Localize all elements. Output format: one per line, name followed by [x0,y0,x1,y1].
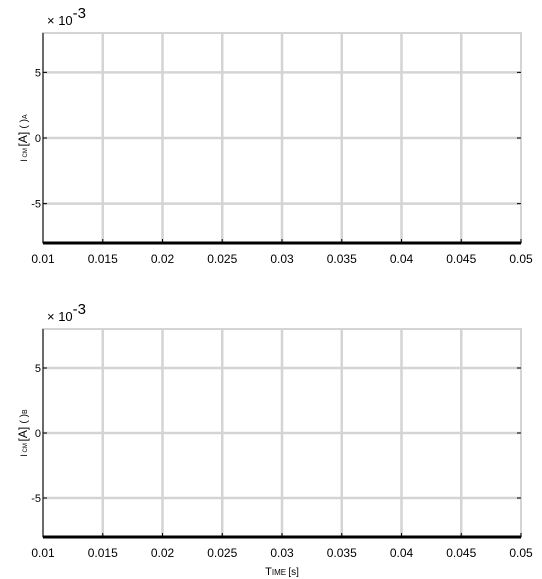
panel-b-y-tick-label: 0 [35,428,41,440]
panel-a-x-tick-label: 0.025 [207,252,237,266]
panel-b-x-tick-label: 0.04 [390,546,414,560]
panel-a-x-tick-label: 0.01 [31,252,55,266]
panel-b-exponent-label: × 10-3 [47,301,86,324]
panel-b-x-tick-label: 0.02 [151,546,175,560]
panel-a-x-tick-label: 0.03 [270,252,294,266]
panel-b-x-tick-label: 0.03 [270,546,294,560]
panel-a-y-tick-label: -5 [31,199,41,211]
panel-b-y-tick-label: -5 [31,493,41,505]
panel-b-x-tick-label: 0.01 [31,546,55,560]
panel-b-y-axis-label: I CM [A] ( )B [16,409,30,457]
panel-b-x-tick-label: 0.045 [446,546,476,560]
panel-a-x-tick-label: 0.02 [151,252,175,266]
panel-b-x-tick-label: 0.035 [327,546,357,560]
panel-b-x-tick-label: 0.015 [88,546,118,560]
panel-b-x-tick-label: 0.05 [509,546,533,560]
panel-a-x-tick-label: 0.04 [390,252,414,266]
panel-a-y-tick-label: 0 [35,133,41,145]
panel-a-x-tick-label: 0.045 [446,252,476,266]
panel-a-x-tick-label: 0.015 [88,252,118,266]
panel-a-x-tick-label: 0.05 [509,252,533,266]
panel-a-exponent-label: × 10-3 [47,5,86,28]
panel-b-x-axis-label: TIME [s] [265,566,299,578]
panel-a-y-tick-label: 5 [35,67,41,79]
panel-a-y-axis-label: I CM [A] ( )A [16,114,30,162]
panel-a-x-tick-label: 0.035 [327,252,357,266]
panel-b-y-tick-label: 5 [35,363,41,375]
panel-b-x-tick-label: 0.025 [207,546,237,560]
